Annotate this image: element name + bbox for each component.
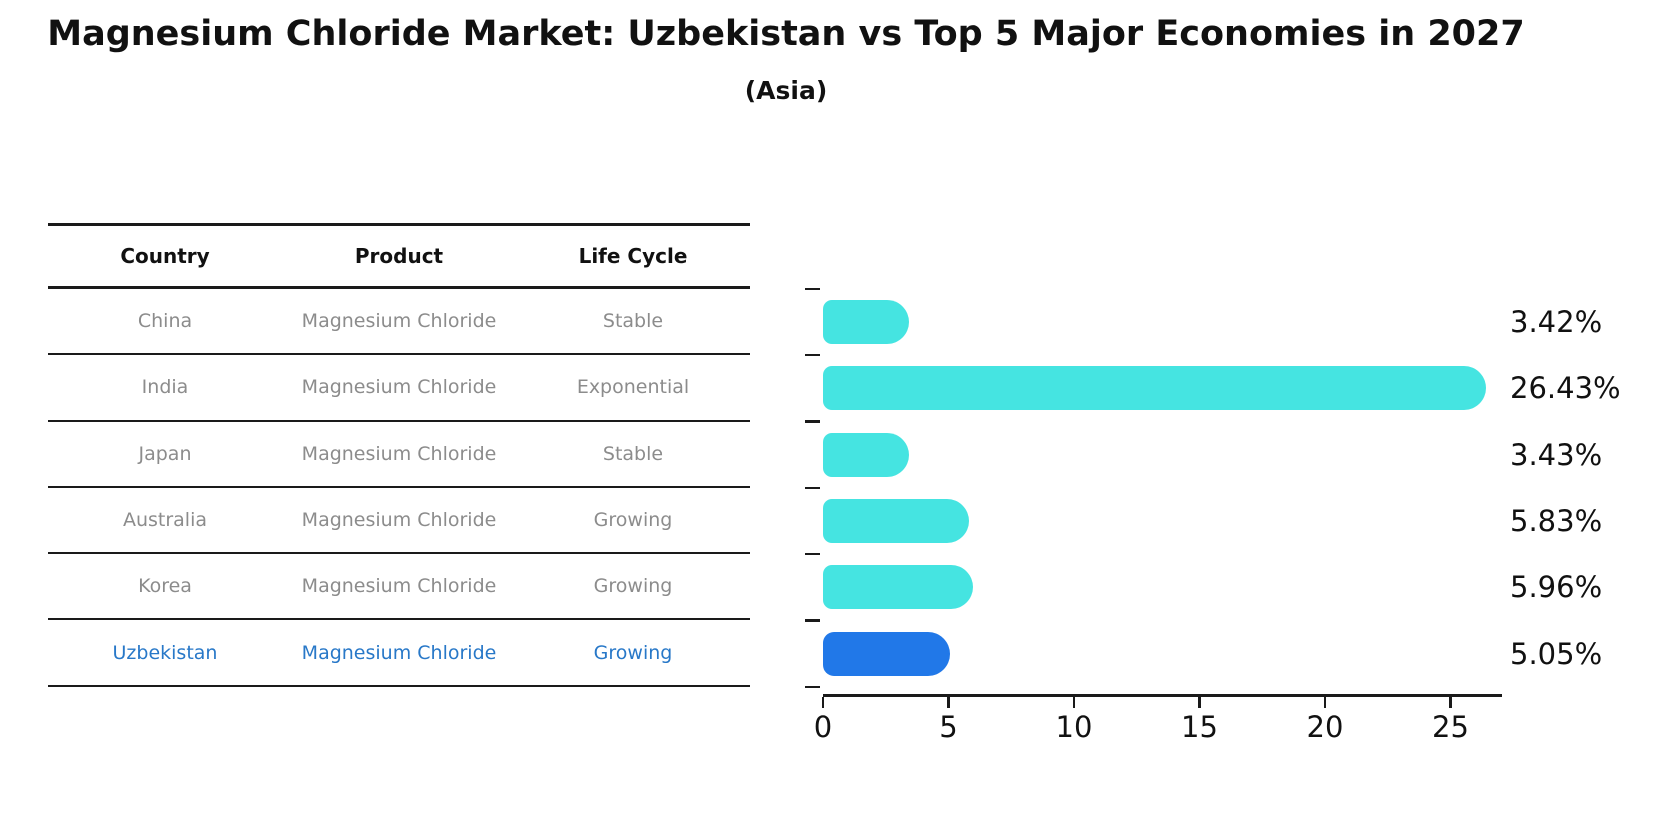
cell-life-cycle: Growing [593, 575, 673, 598]
x-tick-15 [1198, 696, 1201, 708]
x-tick-20 [1323, 696, 1327, 708]
y-tick-2 [805, 420, 820, 423]
cell-life-cycle: Stable [602, 442, 664, 465]
table-row-japan: Japan Magnesium Chloride Stable [48, 422, 750, 488]
table-header-life-cycle: Life Cycle [578, 244, 688, 268]
table-row-korea: Korea Magnesium Chloride Growing [48, 554, 750, 621]
cell-country: China [137, 310, 193, 333]
cell-product: Magnesium Chloride [301, 310, 497, 333]
table-header-row: Country Product Life Cycle [48, 223, 750, 289]
x-tick-label-10: 10 [1055, 710, 1093, 744]
country-table: Country Product Life Cycle China Magnesiu… [48, 223, 750, 687]
cell-life-cycle: Growing [593, 509, 673, 532]
x-tick-label-15: 15 [1181, 710, 1218, 744]
bar-korea [823, 565, 973, 610]
y-tick-3 [805, 486, 820, 490]
x-tick-label-20: 20 [1306, 710, 1344, 744]
table-body: China Magnesium Chloride Stable India Magnes… [48, 289, 750, 687]
cell-life-cycle: Exponential [576, 376, 690, 399]
table-row-uzbekistan: Uzbekistan Magnesium Chloride Growing [48, 620, 750, 687]
chart-subtitle: (Asia) [744, 76, 828, 105]
x-tick-5 [947, 696, 950, 708]
cell-country: Japan [138, 442, 192, 465]
cell-product: Magnesium Chloride [301, 575, 497, 598]
x-axis-line [823, 694, 1502, 697]
cell-country: Australia [122, 509, 208, 532]
x-tick-0 [821, 696, 825, 708]
chart-title: Magnesium Chloride Market: Uzbekistan vs… [47, 14, 1525, 54]
y-tick-4 [805, 552, 820, 556]
bar-china [823, 300, 909, 344]
cell-country: India [141, 376, 189, 399]
y-tick-0 [805, 287, 820, 291]
cell-product: Magnesium Chloride [301, 376, 497, 399]
x-tick-10 [1072, 696, 1076, 708]
x-tick-label-25: 25 [1432, 710, 1469, 744]
bar-australia [823, 498, 970, 543]
table-row-australia: Australia Magnesium Chloride Growing [48, 488, 750, 555]
value-label-china: 3.42% [1510, 305, 1603, 339]
x-tick-label-0: 0 [813, 710, 833, 744]
table-header-country: Country [120, 244, 210, 268]
x-tick-25 [1449, 696, 1452, 708]
bar-uzbekistan [823, 631, 950, 676]
cell-product: Magnesium Chloride [301, 509, 497, 532]
value-label-uzbekistan: 5.05% [1510, 636, 1603, 671]
x-tick-label-5: 5 [939, 710, 958, 744]
y-tick-1 [805, 353, 820, 357]
value-label-india: 26.43% [1510, 371, 1621, 406]
y-tick-6 [805, 685, 820, 689]
y-tick-5 [805, 619, 820, 622]
table-row-china: China Magnesium Chloride Stable [48, 289, 750, 356]
cell-country: Korea [138, 575, 192, 598]
cell-product: Magnesium Chloride [301, 442, 497, 465]
cell-country: Uzbekistan [112, 641, 218, 664]
value-label-australia: 5.83% [1510, 503, 1603, 538]
value-label-korea: 5.96% [1510, 570, 1603, 605]
cell-product: Magnesium Chloride [301, 641, 497, 664]
cell-life-cycle: Growing [593, 641, 673, 664]
bar-india [823, 366, 1487, 411]
bar-japan [823, 432, 910, 477]
cell-life-cycle: Stable [602, 310, 664, 333]
table-header-product: Product [354, 244, 444, 268]
table-row-india: India Magnesium Chloride Exponential [48, 355, 750, 422]
value-label-japan: 3.43% [1510, 437, 1603, 472]
